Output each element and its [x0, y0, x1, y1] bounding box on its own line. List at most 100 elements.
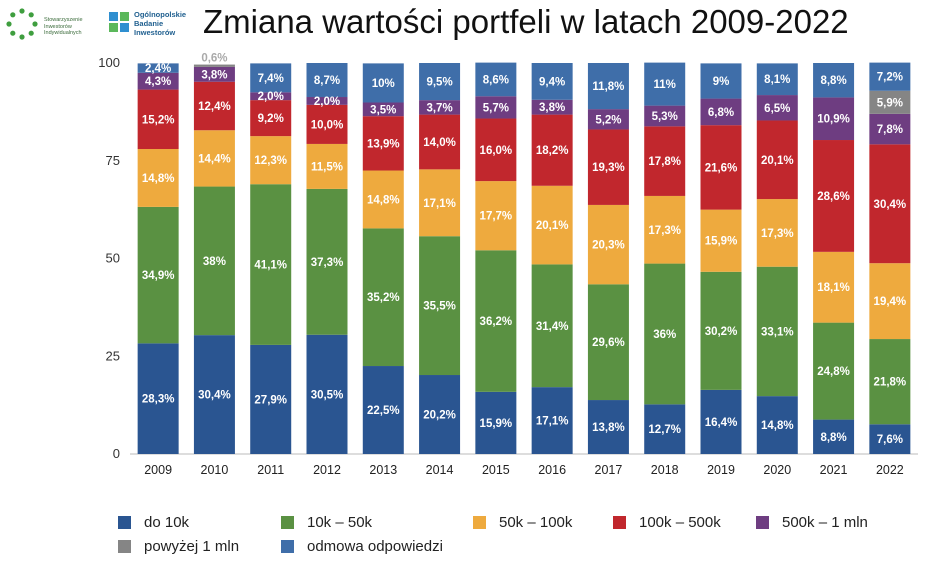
bar-segment-50k100k — [250, 136, 292, 185]
data-label: 34,9% — [142, 270, 175, 282]
bar-segment-50k100k — [362, 170, 404, 229]
data-label: 36% — [653, 329, 676, 341]
x-tick-label: 2011 — [257, 463, 284, 477]
bar-segment-100k500k — [813, 140, 855, 252]
bar-segment-100k500k — [193, 81, 235, 131]
bar-segment-500k1mln — [700, 98, 742, 126]
bar-segment-50k100k — [587, 204, 629, 285]
data-label: 30,2% — [705, 326, 738, 338]
data-label: 19,3% — [592, 162, 625, 174]
data-label: 11,5% — [311, 161, 343, 173]
data-label: 18,2% — [536, 145, 569, 157]
data-label: 9,5% — [426, 77, 452, 89]
data-label: 20,1% — [761, 155, 794, 167]
x-tick-label: 2019 — [707, 463, 735, 477]
data-label: 28,3% — [142, 394, 175, 406]
legend-swatch — [281, 516, 294, 529]
x-tick-label: 2020 — [763, 463, 791, 477]
data-label: 5,9% — [877, 97, 903, 109]
bar-segment-do10k — [475, 391, 517, 454]
bar-segment-odmowa — [813, 63, 855, 98]
data-label: 0,6% — [201, 53, 227, 65]
data-label: 8,7% — [314, 75, 340, 87]
data-label: 8,6% — [483, 74, 509, 86]
data-label: 3,8% — [201, 69, 227, 81]
bar-segment-odmowa — [362, 63, 404, 103]
y-tick-label: 100 — [98, 55, 120, 70]
data-label: 7,6% — [877, 434, 903, 446]
bar-segment-50k100k — [644, 195, 686, 264]
legend-item-do10k: do 10k — [118, 514, 189, 531]
bar-segment-10k50k — [813, 322, 855, 420]
data-label: 28,6% — [817, 191, 850, 203]
obi-logo-text: Ogólnopolskie Badanie Inwestorów — [134, 10, 187, 37]
data-label: 16,0% — [480, 145, 513, 157]
obi-logo-icon — [109, 12, 129, 32]
legend-swatch — [613, 516, 626, 529]
data-label: 3,8% — [539, 102, 565, 114]
x-tick-label: 2012 — [313, 463, 341, 477]
bar-segment-odmowa — [475, 62, 517, 97]
legend-swatch — [756, 516, 769, 529]
bar-segment-50k100k — [813, 251, 855, 323]
legend-item-odmowa: odmowa odpowiedzi — [281, 538, 443, 555]
bar-segment-100k500k — [306, 104, 348, 144]
bar-segment-100k500k — [531, 114, 573, 186]
legend-label: 10k – 50k — [307, 514, 373, 531]
data-label: 15,2% — [142, 114, 175, 126]
bar-segment-50k100k — [475, 181, 517, 251]
bar-segment-500k1mln — [756, 95, 798, 121]
data-label: 36,2% — [480, 316, 513, 328]
data-label: 5,7% — [483, 102, 509, 114]
bar-segment-100k500k — [250, 100, 292, 137]
bar-segment-odmowa — [644, 62, 686, 106]
x-tick-label: 2009 — [144, 463, 172, 477]
data-label: 18,1% — [817, 282, 850, 294]
bar-segment-odmowa — [137, 63, 179, 73]
bar-segment-do10k — [587, 400, 629, 454]
data-label: 17,3% — [761, 228, 794, 240]
data-label: 5,2% — [595, 114, 621, 126]
bar-segment-50k100k — [756, 199, 798, 267]
data-label: 21,6% — [705, 162, 738, 174]
bar-segment-odmowa — [700, 63, 742, 99]
bar-segment-50k100k — [193, 130, 235, 187]
bar-segment-100k500k — [419, 114, 461, 170]
bar-segment-do10k — [137, 343, 179, 454]
sii-logo-icon — [6, 8, 38, 40]
bar-segment-10k50k — [419, 236, 461, 376]
bar-segment-10k50k — [362, 228, 404, 367]
bar-segment-10k50k — [756, 266, 798, 397]
bar-segment-10k50k — [475, 250, 517, 392]
data-label: 15,9% — [705, 236, 738, 248]
sii-logo-text: Stowarzyszenie Inwestorów Indywidualnych — [44, 17, 83, 36]
bar-segment-500k1mln — [813, 97, 855, 141]
legend-item-powyzej1mln: powyżej 1 mln — [118, 538, 239, 555]
bar-segment-500k1mln — [869, 113, 911, 145]
bar-segment-10k50k — [193, 186, 235, 336]
bar-segment-500k1mln — [475, 96, 517, 119]
x-tick-label: 2016 — [538, 463, 566, 477]
bar-segment-do10k — [756, 396, 798, 454]
legend-item-100k500k: 100k – 500k — [613, 514, 721, 531]
data-label: 17,1% — [423, 198, 456, 210]
bar-segment-10k50k — [587, 284, 629, 401]
data-label: 20,1% — [536, 220, 569, 232]
bar-segment-10k50k — [531, 264, 573, 388]
data-label: 7,2% — [877, 72, 903, 84]
y-tick-label: 75 — [106, 153, 120, 168]
bar-segment-100k500k — [700, 125, 742, 210]
data-label: 10,9% — [817, 114, 850, 126]
x-tick-label: 2021 — [820, 463, 848, 477]
data-label: 10% — [372, 78, 395, 90]
bar-segment-10k50k — [700, 271, 742, 390]
y-tick-label: 50 — [106, 251, 120, 266]
data-label: 9,2% — [258, 113, 284, 125]
legend-label: powyżej 1 mln — [144, 538, 240, 555]
bar-segment-500k1mln — [137, 72, 179, 90]
bar-segment-100k500k — [644, 126, 686, 196]
data-label: 10,0% — [311, 119, 344, 131]
bar-segment-50k100k — [700, 209, 742, 272]
data-label: 16,4% — [705, 417, 738, 429]
x-tick-label: 2015 — [482, 463, 510, 477]
